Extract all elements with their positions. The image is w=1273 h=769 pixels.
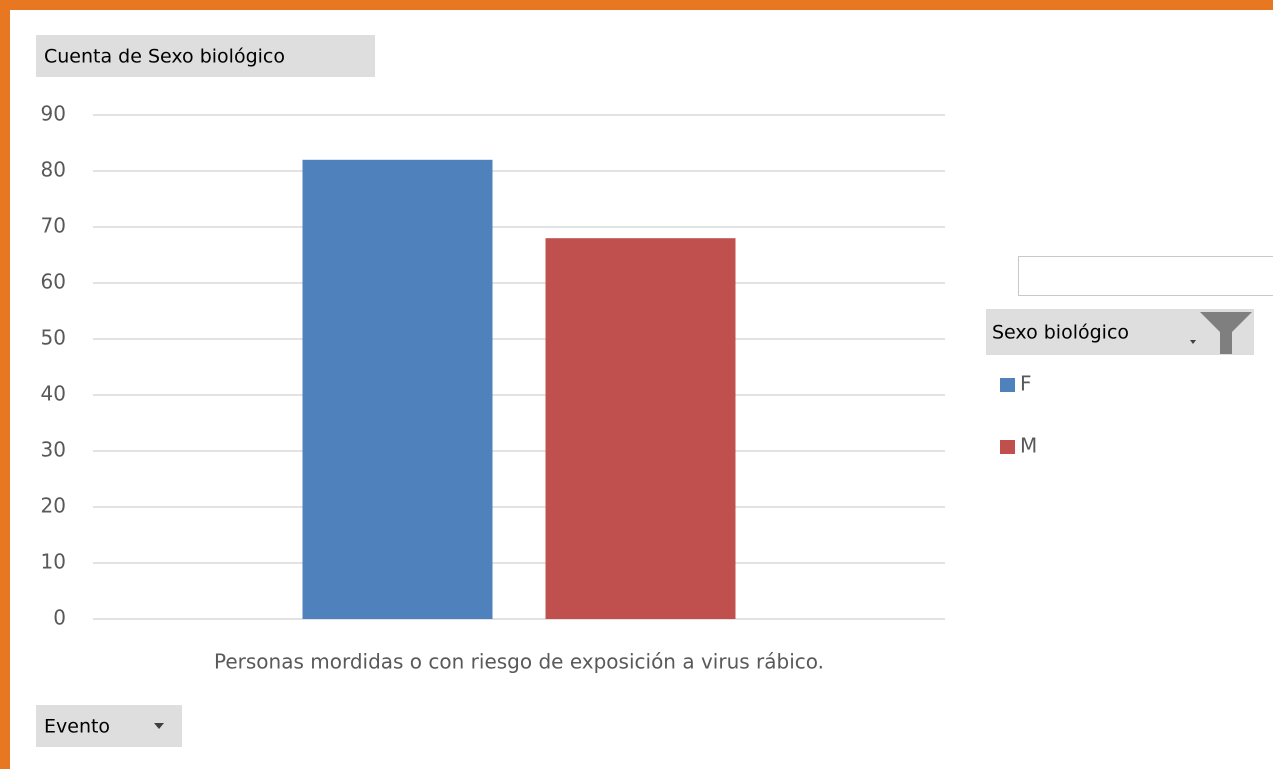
empty-box	[1018, 256, 1273, 296]
legend-swatch	[1000, 440, 1015, 454]
y-tick-label: 40	[41, 382, 66, 406]
axis-field-label: Evento	[44, 716, 110, 738]
y-tick-label: 20	[41, 494, 66, 518]
legend-field-label: Sexo biológico	[992, 322, 1129, 344]
filter-icon	[1200, 312, 1252, 354]
dropdown-arrow	[1190, 340, 1196, 344]
value-field-label: Cuenta de Sexo biológico	[44, 46, 285, 68]
y-tick-label: 30	[41, 438, 66, 462]
dropdown-arrow	[154, 723, 164, 729]
y-tick-label: 80	[41, 158, 66, 182]
bar	[302, 159, 493, 620]
bar	[545, 238, 736, 619]
y-tick-label: 10	[41, 550, 66, 574]
y-tick-label: 60	[41, 270, 66, 294]
y-tick-label: 90	[41, 102, 66, 126]
y-tick-label: 50	[41, 326, 66, 350]
x-tick-label: Personas mordidas o con riesgo de exposi…	[214, 650, 824, 674]
legend-label: F	[1020, 372, 1032, 396]
legend-swatch	[1000, 378, 1015, 392]
window-border-top	[0, 0, 1273, 10]
y-tick-label: 70	[41, 214, 66, 238]
legend-label: M	[1020, 434, 1037, 458]
y-tick-label: 0	[53, 606, 66, 630]
value-field-button[interactable]	[36, 35, 375, 77]
window-border-left	[0, 0, 10, 769]
